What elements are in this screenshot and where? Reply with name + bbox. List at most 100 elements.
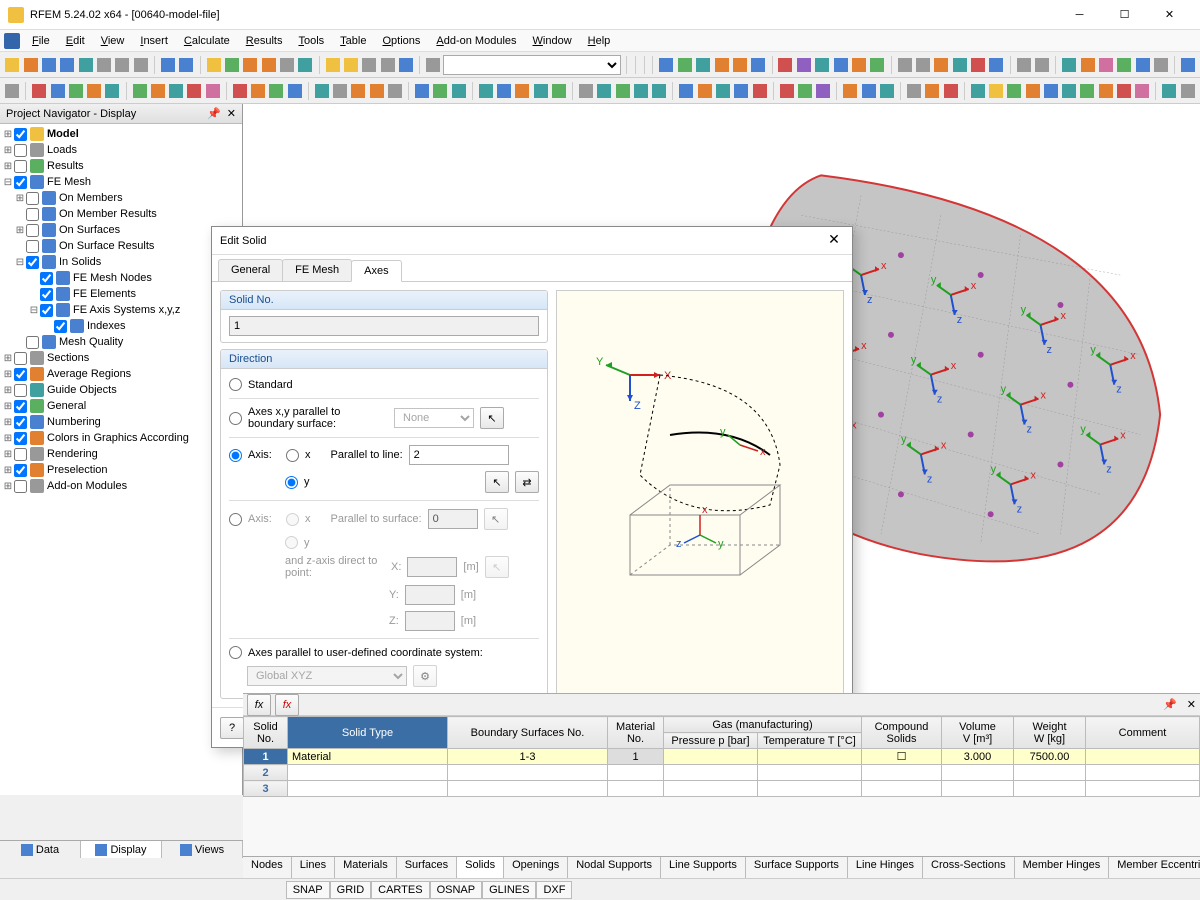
app-menu-icon[interactable] bbox=[4, 33, 20, 49]
table-tab-surfaces[interactable]: Surfaces bbox=[397, 857, 457, 878]
tree-checkbox[interactable] bbox=[26, 192, 39, 205]
tree-node[interactable]: FE Elements bbox=[0, 286, 242, 302]
menu-results[interactable]: Results bbox=[238, 33, 291, 49]
toolbar-button[interactable] bbox=[614, 81, 630, 101]
tree-checkbox[interactable] bbox=[14, 128, 27, 141]
pin-icon[interactable]: 📌 bbox=[207, 107, 221, 120]
navigator-tree[interactable]: ⊞Model⊞Loads⊞Results⊟FE Mesh⊞On MembersO… bbox=[0, 124, 242, 795]
toolbar-button[interactable] bbox=[1034, 55, 1050, 75]
toolbar-button[interactable] bbox=[324, 55, 340, 75]
toolbar-button[interactable] bbox=[96, 55, 112, 75]
toolbar-button[interactable] bbox=[361, 55, 377, 75]
flip-line-button[interactable]: ⇄ bbox=[515, 471, 539, 493]
toolbar-button[interactable] bbox=[860, 81, 876, 101]
toolbar-button[interactable] bbox=[287, 81, 303, 101]
toolbar-button[interactable] bbox=[942, 81, 958, 101]
toolbar-button[interactable] bbox=[915, 55, 931, 75]
tree-checkbox[interactable] bbox=[14, 176, 27, 189]
toolbar-button[interactable] bbox=[514, 81, 530, 101]
status-toggle-snap[interactable]: SNAP bbox=[286, 881, 330, 899]
toolbar-button[interactable] bbox=[425, 55, 441, 75]
table-tab-nodes[interactable]: Nodes bbox=[243, 857, 292, 878]
tree-checkbox[interactable] bbox=[26, 256, 39, 269]
toolbar-button[interactable] bbox=[343, 55, 359, 75]
toolbar-button[interactable] bbox=[205, 55, 221, 75]
dialog-tab-general[interactable]: General bbox=[218, 259, 283, 281]
toolbar-button[interactable] bbox=[1061, 81, 1077, 101]
radio-boundary[interactable] bbox=[229, 412, 242, 425]
toolbar-button[interactable] bbox=[778, 81, 794, 101]
pick-boundary-button[interactable]: ↖ bbox=[480, 407, 504, 429]
radio-axis-surface[interactable] bbox=[229, 513, 242, 526]
toolbar-button[interactable] bbox=[22, 55, 38, 75]
toolbar-button[interactable] bbox=[380, 55, 396, 75]
toolbar-button[interactable] bbox=[970, 81, 986, 101]
toolbar-button[interactable] bbox=[933, 55, 949, 75]
toolbar-button[interactable] bbox=[86, 81, 102, 101]
toolbar-button[interactable] bbox=[260, 55, 276, 75]
menu-insert[interactable]: Insert bbox=[132, 33, 176, 49]
tree-checkbox[interactable] bbox=[14, 480, 27, 493]
toolbar-button[interactable] bbox=[178, 55, 194, 75]
navigator-tab-display[interactable]: Display bbox=[81, 841, 162, 858]
toolbar-button[interactable] bbox=[205, 81, 221, 101]
radio-y-line[interactable] bbox=[285, 476, 298, 489]
tree-checkbox[interactable] bbox=[54, 320, 67, 333]
toolbar-button[interactable] bbox=[1116, 81, 1132, 101]
toolbar-button[interactable] bbox=[924, 81, 940, 101]
tree-node[interactable]: ⊞Model bbox=[0, 126, 242, 142]
tree-node[interactable]: Mesh Quality bbox=[0, 334, 242, 350]
tree-node[interactable]: ⊞Loads bbox=[0, 142, 242, 158]
toolbar-button[interactable] bbox=[750, 55, 766, 75]
tree-node[interactable]: ⊞Average Regions bbox=[0, 366, 242, 382]
toolbar-button[interactable] bbox=[68, 81, 84, 101]
toolbar-button[interactable] bbox=[332, 81, 348, 101]
tree-node[interactable]: ⊞Guide Objects bbox=[0, 382, 242, 398]
navigator-tab-data[interactable]: Data bbox=[0, 841, 81, 858]
toolbar-button[interactable] bbox=[596, 81, 612, 101]
toolbar-button[interactable] bbox=[297, 55, 313, 75]
dialog-close-icon[interactable]: ✕ bbox=[824, 231, 844, 251]
tree-node[interactable]: ⊞Results bbox=[0, 158, 242, 174]
status-toggle-osnap[interactable]: OSNAP bbox=[430, 881, 483, 899]
solids-table[interactable]: SolidNo.Solid TypeBoundary Surfaces No.M… bbox=[243, 716, 1200, 856]
toolbar-button[interactable] bbox=[224, 55, 240, 75]
tree-checkbox[interactable] bbox=[14, 464, 27, 477]
toolbar-button[interactable] bbox=[1043, 81, 1059, 101]
toolbar-button[interactable] bbox=[578, 81, 594, 101]
tree-checkbox[interactable] bbox=[14, 368, 27, 381]
status-toggle-cartes[interactable]: CARTES bbox=[371, 881, 429, 899]
table-tab-member-eccentricities[interactable]: Member Eccentricities bbox=[1109, 857, 1200, 878]
menu-window[interactable]: Window bbox=[525, 33, 580, 49]
toolbar-button[interactable] bbox=[398, 55, 414, 75]
toolbar-button[interactable] bbox=[842, 81, 858, 101]
tree-node[interactable]: ⊞Colors in Graphics According bbox=[0, 430, 242, 446]
tree-node[interactable]: ⊞Numbering bbox=[0, 414, 242, 430]
tree-checkbox[interactable] bbox=[40, 288, 53, 301]
line-number-field[interactable] bbox=[409, 445, 509, 465]
toolbar-button[interactable] bbox=[733, 81, 749, 101]
toolbar-button[interactable] bbox=[133, 55, 149, 75]
toolbar-button[interactable] bbox=[1153, 55, 1169, 75]
toolbar-button[interactable] bbox=[279, 55, 295, 75]
status-toggle-glines[interactable]: GLINES bbox=[482, 881, 536, 899]
toolbar-button[interactable] bbox=[31, 81, 47, 101]
tree-node[interactable]: FE Mesh Nodes bbox=[0, 270, 242, 286]
toolbar-button[interactable] bbox=[970, 55, 986, 75]
toolbar-button[interactable] bbox=[250, 81, 266, 101]
toolbar-button[interactable] bbox=[478, 81, 494, 101]
menu-edit[interactable]: Edit bbox=[58, 33, 93, 49]
menu-calculate[interactable]: Calculate bbox=[176, 33, 238, 49]
toolbar-button[interactable] bbox=[160, 55, 176, 75]
toolbar-button[interactable] bbox=[678, 81, 694, 101]
tree-checkbox[interactable] bbox=[14, 400, 27, 413]
toolbar-button[interactable] bbox=[131, 81, 147, 101]
toolbar-button[interactable] bbox=[1024, 81, 1040, 101]
tree-checkbox[interactable] bbox=[40, 272, 53, 285]
help-button[interactable]: ? bbox=[220, 717, 244, 739]
radio-standard[interactable] bbox=[229, 378, 242, 391]
toolbar-button[interactable] bbox=[1079, 81, 1095, 101]
table-tab-solids[interactable]: Solids bbox=[457, 857, 504, 878]
dialog-tab-fe-mesh[interactable]: FE Mesh bbox=[282, 259, 352, 281]
toolbar-button[interactable] bbox=[814, 55, 830, 75]
